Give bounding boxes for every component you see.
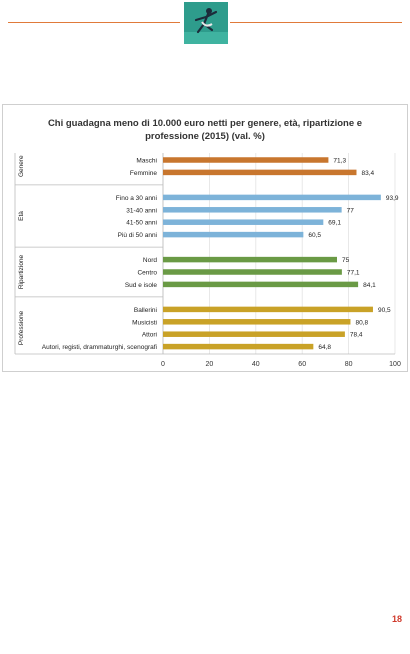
category-label: Maschi xyxy=(136,158,157,165)
value-label: 64,8 xyxy=(318,344,331,351)
bar xyxy=(163,331,345,337)
value-label: 60,5 xyxy=(308,232,321,239)
value-label: 77 xyxy=(347,207,355,214)
value-label: 69,1 xyxy=(328,220,341,227)
value-label: 78,4 xyxy=(350,332,363,339)
chart-title-line-1: Chi guadagna meno di 10.000 euro netti p… xyxy=(47,118,363,129)
bar xyxy=(163,319,351,325)
category-label: 41-50 anni xyxy=(126,220,157,227)
bar xyxy=(163,256,337,263)
x-tick-label: 80 xyxy=(345,361,353,368)
category-label: Centro xyxy=(137,270,157,277)
page-number: 18 xyxy=(391,614,402,624)
x-tick-label: 20 xyxy=(206,361,214,368)
category-label: Sud e isole xyxy=(125,282,158,289)
category-label: 31-40 anni xyxy=(126,207,157,214)
category-label: Nord xyxy=(143,257,157,264)
value-label: 77,1 xyxy=(347,270,360,277)
header-rule-left xyxy=(8,22,180,23)
category-label: Ballerini xyxy=(134,307,157,314)
category-label: Fino a 30 anni xyxy=(116,195,157,202)
value-label: 83,4 xyxy=(361,170,374,177)
bar xyxy=(163,194,381,201)
header-rule-right xyxy=(230,22,402,23)
chart-container: Chi guadagna meno di 10.000 euro netti p… xyxy=(2,104,408,372)
x-tick-label: 0 xyxy=(161,361,165,368)
chart-title-line-2: professione (2015) (val. %) xyxy=(145,131,265,142)
bar-chart: 0 20 40 60 80 100 Maschi 71,3 Femmine 83,4 Genere F… xyxy=(14,153,401,368)
dancer-logo-icon xyxy=(184,2,228,44)
category-label: Attori xyxy=(142,332,157,339)
bar xyxy=(163,219,324,225)
bar xyxy=(163,157,329,163)
chart-title: Chi guadagna meno di 10.000 euro netti p… xyxy=(3,117,407,143)
category-label: Autori, registi, drammaturghi, scenograf… xyxy=(42,344,157,351)
category-label: Femmine xyxy=(130,170,157,177)
bar xyxy=(163,269,342,275)
bar xyxy=(163,281,359,288)
group-label: Genere xyxy=(18,155,25,177)
value-label: 75 xyxy=(342,257,350,264)
bar xyxy=(163,169,357,176)
x-tick-label: 60 xyxy=(298,361,306,368)
group-label: Età xyxy=(18,211,25,221)
bar xyxy=(163,343,314,350)
value-label: 93,9 xyxy=(386,195,399,202)
value-label: 90,5 xyxy=(378,307,391,314)
bar xyxy=(163,231,304,238)
category-label: Musicisti xyxy=(132,319,157,326)
category-label: Più di 50 anni xyxy=(118,232,157,239)
bar xyxy=(163,207,342,213)
bar xyxy=(163,306,373,313)
group-label: Ripartizione xyxy=(18,254,25,289)
x-tick-label: 40 xyxy=(252,361,260,368)
value-label: 84,1 xyxy=(363,282,376,289)
x-tick-label: 100 xyxy=(389,361,401,368)
value-label: 80,8 xyxy=(355,319,368,326)
value-label: 71,3 xyxy=(333,158,346,165)
group-label: Professione xyxy=(18,310,25,345)
